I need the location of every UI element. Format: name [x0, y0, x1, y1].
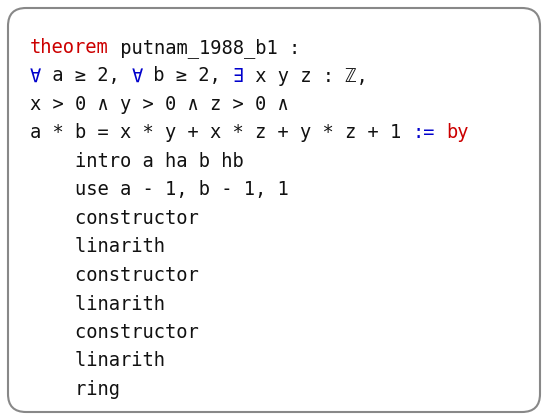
Text: b ≥ 2,: b ≥ 2, [142, 66, 232, 86]
Text: by: by [446, 123, 469, 142]
Text: ∀: ∀ [30, 66, 41, 86]
Text: ring: ring [30, 380, 120, 399]
Text: x > 0 ∧ y > 0 ∧ z > 0 ∧: x > 0 ∧ y > 0 ∧ z > 0 ∧ [30, 95, 289, 114]
Text: theorem: theorem [30, 38, 109, 57]
Text: a * b = x * y + x * z + y * z + 1: a * b = x * y + x * z + y * z + 1 [30, 123, 413, 142]
Text: ∃: ∃ [232, 66, 244, 86]
Text: linarith: linarith [30, 352, 165, 370]
Text: putnam_1988_b1 :: putnam_1988_b1 : [109, 38, 300, 58]
Text: a ≥ 2,: a ≥ 2, [41, 66, 132, 86]
Text: use a - 1, b - 1, 1: use a - 1, b - 1, 1 [30, 181, 289, 200]
Text: intro a ha b hb: intro a ha b hb [30, 152, 244, 171]
Text: constructor: constructor [30, 323, 199, 342]
Text: linarith: linarith [30, 237, 165, 257]
Text: constructor: constructor [30, 209, 199, 228]
Text: linarith: linarith [30, 294, 165, 313]
FancyBboxPatch shape [8, 8, 540, 412]
Text: constructor: constructor [30, 266, 199, 285]
Text: ∀: ∀ [132, 66, 142, 86]
Text: x y z : ℤ,: x y z : ℤ, [244, 66, 368, 86]
Text: :=: := [413, 123, 435, 142]
